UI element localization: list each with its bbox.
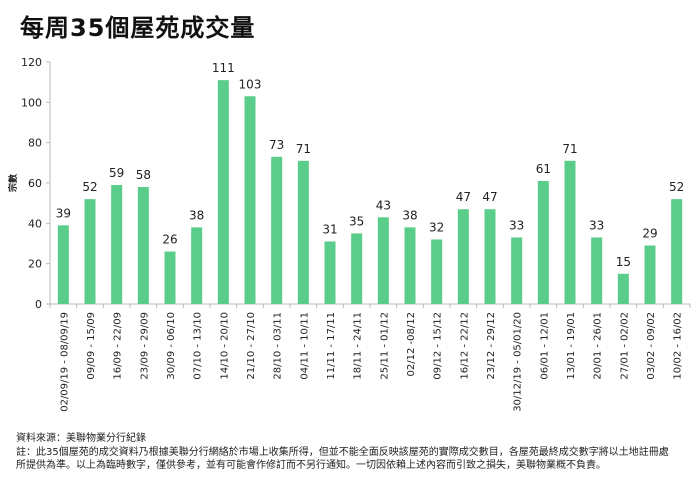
- data-label: 71: [296, 142, 311, 156]
- data-label: 31: [322, 222, 337, 236]
- x-tick-label: 20/01 - 26/01: [593, 312, 604, 380]
- data-label: 33: [509, 218, 524, 232]
- bar: [191, 227, 203, 304]
- bar: [671, 199, 683, 304]
- data-label: 59: [109, 166, 124, 180]
- bar: [564, 160, 576, 304]
- bar: [244, 96, 256, 305]
- data-label: 39: [56, 206, 71, 220]
- data-label: 71: [562, 142, 577, 156]
- x-tick-label: 09/12 - 15/12: [433, 312, 444, 380]
- bar: [217, 80, 229, 305]
- bar: [164, 251, 176, 304]
- x-tick-label: 16/12 - 22/12: [459, 312, 470, 380]
- bar: [351, 233, 363, 304]
- x-tick-label: 02/12 -08/12: [406, 312, 417, 376]
- x-tick-label: 11/11 - 17/11: [326, 312, 337, 380]
- bar: [484, 209, 496, 304]
- x-tick-label: 23/12 - 29/12: [486, 312, 497, 380]
- y-tick-label: 120: [21, 56, 42, 69]
- bar: [57, 225, 69, 304]
- bar: [137, 187, 149, 304]
- x-tick-label: 02/09/19 - 08/09/19: [59, 312, 70, 412]
- data-label: 52: [82, 180, 97, 194]
- bar: [111, 185, 123, 304]
- y-tick-label: 60: [28, 177, 42, 190]
- x-tick-label: 28/10 - 03/11: [273, 312, 284, 380]
- data-label: 43: [376, 198, 391, 212]
- chart-title: 每周35個屋苑成交量: [20, 14, 256, 42]
- data-label: 47: [482, 190, 497, 204]
- data-label: 38: [402, 208, 417, 222]
- source-note: 資料來源：美聯物業分行紀錄: [16, 433, 146, 444]
- disclaimer-line-2: 所提供為準。以上為臨時數字，僅供參考，並有可能會作修訂而不另行通知。一切因依賴上…: [16, 460, 606, 471]
- x-tick-label: 04/11 - 10/11: [299, 312, 310, 380]
- disclaimer-line-1: 註：此35個屋苑的成交資料乃根據美聯分行網絡於市場上收集所得，但並不能全面反映該…: [16, 446, 669, 458]
- x-tick-label: 09/09 - 15/09: [86, 312, 97, 380]
- bar: [84, 199, 96, 304]
- bar: [271, 156, 283, 304]
- x-tick-label: 16/09 - 22/09: [113, 312, 124, 380]
- footer: 資料來源：美聯物業分行紀錄 註：此35個屋苑的成交資料乃根據美聯分行網絡於市場上…: [16, 432, 669, 473]
- data-label: 58: [136, 168, 151, 182]
- bar: [377, 217, 389, 304]
- y-tick-label: 40: [28, 217, 42, 230]
- x-tick-label: 30/09 - 06/10: [166, 312, 177, 380]
- y-tick-label: 20: [28, 258, 42, 271]
- x-tick-label: 14/10 - 20/10: [219, 312, 230, 380]
- bar: [591, 237, 603, 304]
- x-tick-label: 30/12/19 - 05/01/20: [513, 312, 524, 412]
- bar-chart: 0 20 40 60 80 100 120 宗數 39 02/09/19 - 08/09/19 52…: [7, 56, 691, 412]
- bar: [617, 273, 629, 304]
- bar: [511, 237, 523, 304]
- y-tick-label: 80: [28, 137, 42, 150]
- data-label: 38: [189, 208, 204, 222]
- data-label: 33: [589, 218, 604, 232]
- y-axis-label: 宗數: [7, 173, 19, 192]
- y-tick-label: 0: [35, 298, 42, 311]
- x-tick-label: 13/01 - 19/01: [566, 312, 577, 380]
- x-tick-label: 27/01 - 02/02: [619, 312, 630, 380]
- data-label: 52: [669, 180, 684, 194]
- y-tick-label: 100: [21, 96, 42, 109]
- data-label: 15: [616, 255, 631, 269]
- data-label: 61: [536, 162, 551, 176]
- bar: [404, 227, 416, 304]
- bar: [537, 180, 549, 304]
- x-tick-label: 21/10 - 27/10: [246, 312, 257, 380]
- x-tick-label: 18/11 - 24/11: [353, 312, 364, 380]
- bar: [644, 245, 656, 304]
- x-tick-label: 03/02 - 09/02: [646, 312, 657, 380]
- data-label: 35: [349, 214, 364, 228]
- data-label: 103: [239, 77, 262, 91]
- data-label: 47: [456, 190, 471, 204]
- data-label: 32: [429, 220, 444, 234]
- x-tick-label: 06/01 - 12/01: [539, 312, 550, 380]
- x-tick-label: 25/11 - 01/12: [379, 312, 390, 380]
- bar: [324, 241, 336, 304]
- x-tick-label: 23/09 - 29/09: [139, 312, 150, 380]
- data-label: 111: [212, 61, 235, 75]
- data-label: 26: [162, 233, 177, 247]
- bar: [297, 160, 309, 304]
- bar: [457, 209, 469, 304]
- x-tick-label: 10/02 - 16/02: [673, 312, 684, 380]
- data-label: 73: [269, 138, 284, 152]
- bar: [431, 239, 443, 304]
- x-tick-label: 07/10 - 13/10: [193, 312, 204, 380]
- data-label: 29: [642, 227, 657, 241]
